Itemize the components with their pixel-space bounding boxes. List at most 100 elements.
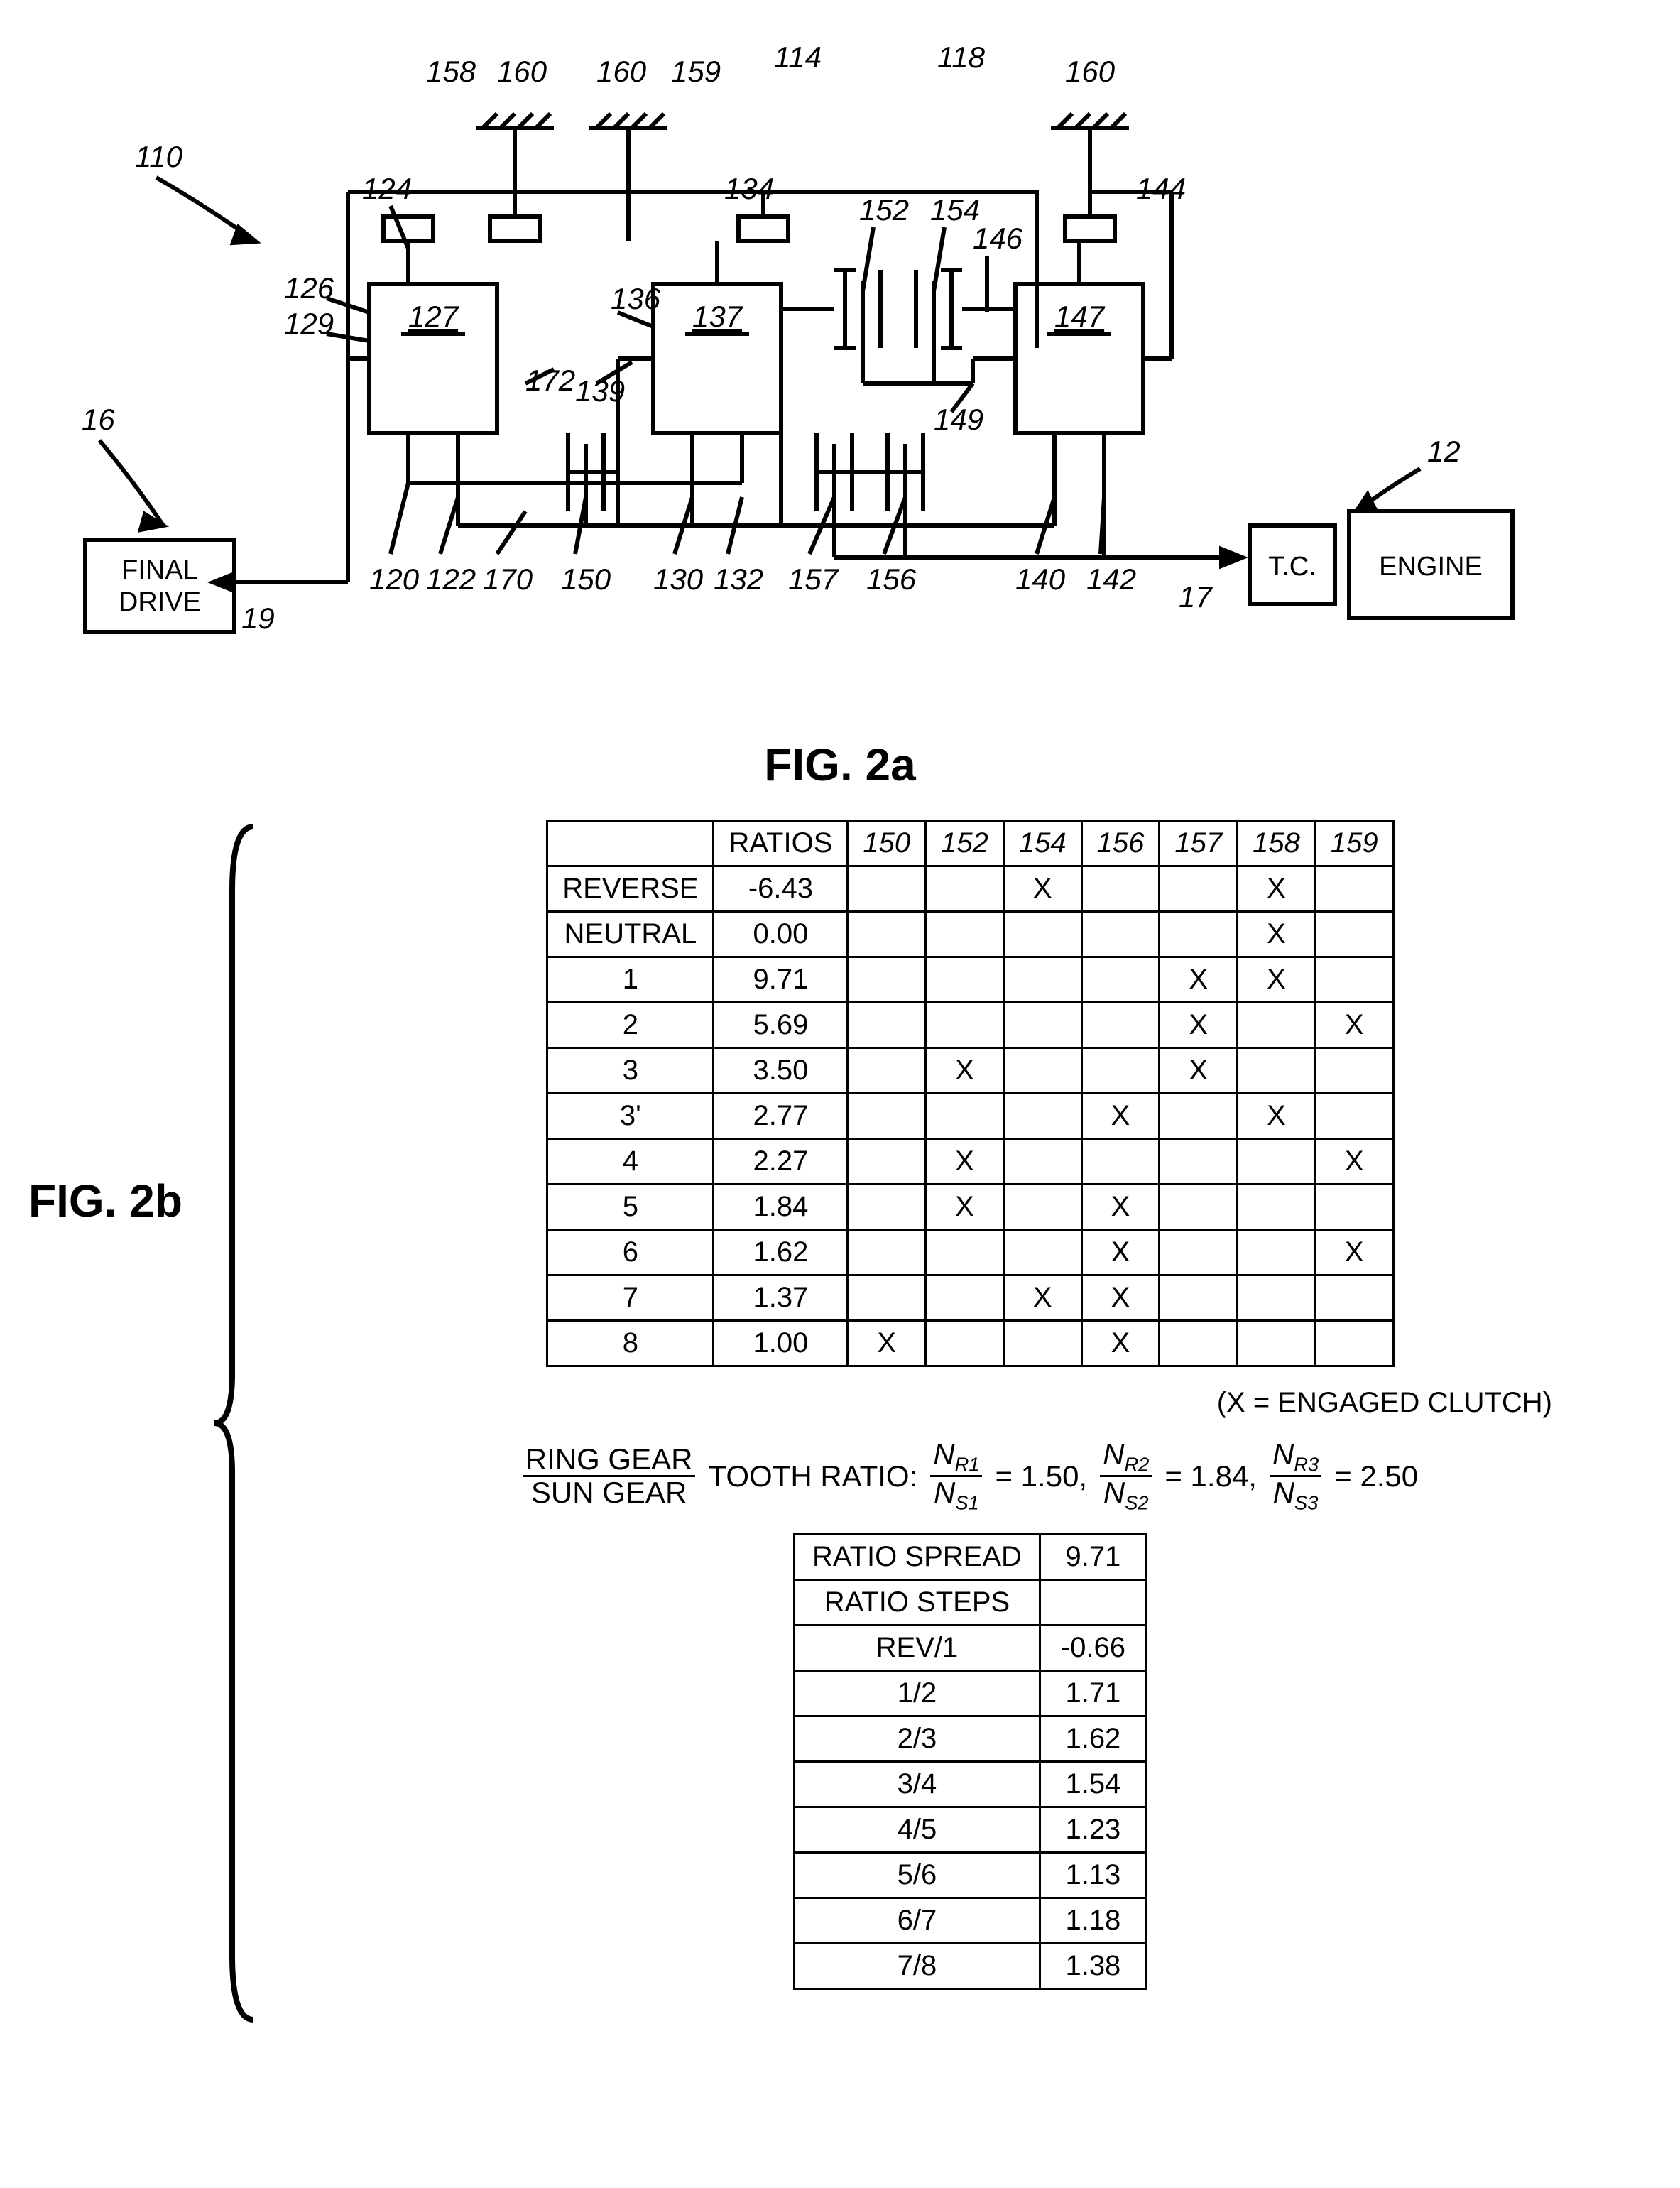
table-header: 154 (1003, 821, 1081, 866)
table-row: 71.37XX (547, 1275, 1393, 1321)
ref-127: 127 (408, 300, 459, 333)
ref-170: 170 (483, 562, 533, 596)
table-cell (1003, 1139, 1081, 1185)
clutch-table: RATIOS150152154156157158159 REVERSE-6.43… (546, 820, 1394, 1367)
ref-154: 154 (930, 193, 980, 227)
table-cell: 6 (547, 1230, 714, 1275)
table-cell (1315, 957, 1393, 1003)
table-cell: 1.71 (1040, 1671, 1146, 1716)
table-cell (1238, 1139, 1316, 1185)
table-cell: 9.71 (714, 957, 848, 1003)
table-cell: 1.54 (1040, 1762, 1146, 1807)
ref-159: 159 (671, 55, 721, 88)
table-row: REVERSE-6.43XX (547, 866, 1393, 912)
table-row: 81.00XX (547, 1321, 1393, 1366)
table-cell (848, 1275, 926, 1321)
ref-147: 147 (1054, 300, 1106, 333)
table-cell (1081, 1003, 1160, 1048)
table-cell: X (1160, 957, 1238, 1003)
ref-126: 126 (284, 271, 334, 305)
table-cell: 2/3 (795, 1716, 1040, 1762)
ref-146: 146 (973, 222, 1023, 255)
table-cell (1238, 1230, 1316, 1275)
table-cell: X (1081, 1230, 1160, 1275)
ref-118: 118 (937, 40, 986, 74)
table-cell: X (1238, 957, 1316, 1003)
table-cell (1003, 912, 1081, 957)
ref-152: 152 (859, 193, 909, 227)
table-row: 25.69XX (547, 1003, 1393, 1048)
ref-129: 129 (284, 307, 334, 340)
ref-142: 142 (1086, 562, 1136, 596)
table-cell (1160, 1185, 1238, 1230)
table-cell: X (1081, 1185, 1160, 1230)
table-cell: 2.77 (714, 1094, 848, 1139)
ground-159 (589, 114, 667, 128)
fig2a-diagram: 110 16 12 158 160 160 159 114 118 160 12… (28, 28, 1652, 724)
ratio2-val: = 1.84, (1164, 1459, 1257, 1493)
table-row: 2/31.62 (795, 1716, 1147, 1762)
table-cell: 4 (547, 1139, 714, 1185)
table-cell (1315, 912, 1393, 957)
table-cell: REVERSE (547, 866, 714, 912)
table-cell (1238, 1185, 1316, 1230)
final-drive-label-2: DRIVE (119, 587, 201, 617)
ref-158: 158 (426, 55, 476, 88)
table-row: RATIO SPREAD9.71 (795, 1535, 1147, 1580)
ref-149: 149 (934, 403, 983, 436)
table-cell (926, 1094, 1004, 1139)
table-row: 19.71XX (547, 957, 1393, 1003)
table-header: 158 (1238, 821, 1316, 866)
table-header: 152 (926, 821, 1004, 866)
table-cell: 7 (547, 1275, 714, 1321)
table-cell: RATIO SPREAD (795, 1535, 1040, 1580)
table-cell (926, 1230, 1004, 1275)
table-cell: -0.66 (1040, 1626, 1146, 1671)
table-cell (848, 912, 926, 957)
table-cell (848, 1185, 926, 1230)
ref-156: 156 (866, 562, 917, 596)
clutch-legend: (X = ENGAGED CLUTCH) (1217, 1387, 1552, 1419)
table-row: 6/71.18 (795, 1898, 1147, 1944)
table-cell (926, 1275, 1004, 1321)
ref-130: 130 (653, 562, 704, 596)
table-cell: 0.00 (714, 912, 848, 957)
table-cell: 8 (547, 1321, 714, 1366)
table-cell: 2 (547, 1003, 714, 1048)
table-cell: 5 (547, 1185, 714, 1230)
tc-label: T.C. (1268, 552, 1316, 582)
table-cell (1081, 957, 1160, 1003)
table-cell: 5/6 (795, 1853, 1040, 1898)
ring-gear-label: RING GEAR (523, 1444, 696, 1477)
table-cell (1081, 866, 1160, 912)
ref-124: 124 (362, 172, 412, 205)
table-cell (848, 866, 926, 912)
table-cell (1315, 1321, 1393, 1366)
table-header: RATIOS (714, 821, 848, 866)
table-cell: X (926, 1048, 1004, 1094)
ref-160a: 160 (497, 55, 547, 88)
table-cell: REV/1 (795, 1626, 1040, 1671)
table-row: 3/41.54 (795, 1762, 1147, 1807)
table-cell: X (1160, 1048, 1238, 1094)
table-cell: 7/8 (795, 1944, 1040, 1989)
table-cell: X (1081, 1275, 1160, 1321)
table-cell (1160, 1139, 1238, 1185)
table-row: 61.62XX (547, 1230, 1393, 1275)
table-cell: 9.71 (1040, 1535, 1146, 1580)
table-cell (1315, 1275, 1393, 1321)
table-cell: RATIO STEPS (795, 1580, 1040, 1626)
ref-157: 157 (788, 562, 839, 596)
table-cell: 1.38 (1040, 1944, 1146, 1989)
table-header (547, 821, 714, 866)
ref-110: 110 (135, 140, 183, 173)
table-header: 159 (1315, 821, 1393, 866)
ground-160c (1051, 114, 1129, 128)
table-cell (1003, 1048, 1081, 1094)
table-cell (1160, 866, 1238, 912)
ratio3-val: = 2.50 (1334, 1459, 1418, 1493)
table-cell: 1.62 (714, 1230, 848, 1275)
table-cell (1160, 1094, 1238, 1139)
ref-134: 134 (724, 172, 774, 205)
table-row: 1/21.71 (795, 1671, 1147, 1716)
